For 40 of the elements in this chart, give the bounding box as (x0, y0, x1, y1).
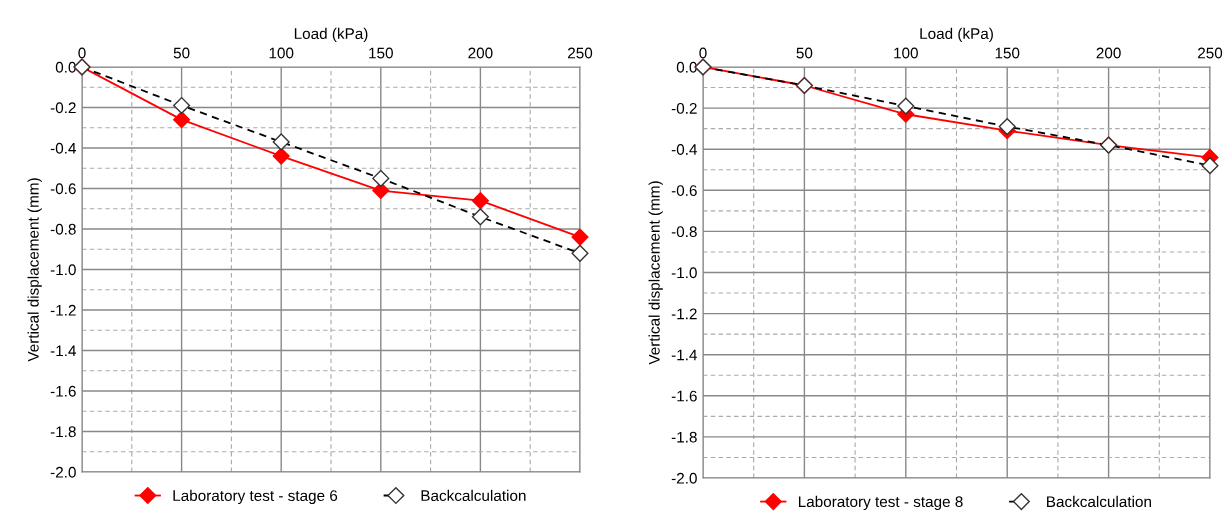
x-tick-label: 50 (796, 47, 813, 59)
y-tick-label: -0.6 (671, 185, 697, 196)
x-tick-label: 0 (78, 47, 86, 59)
y-tick-label: -0.2 (671, 102, 697, 114)
y-tick-label: -0.4 (50, 142, 76, 154)
y-tick-label: -2.0 (671, 472, 697, 484)
y-tick-label: -1.4 (671, 349, 697, 361)
y-axis-title: Vertical displacement (mm) (648, 181, 663, 365)
y-tick-label: -0.2 (50, 102, 76, 114)
x-tick-label: 100 (269, 47, 294, 59)
y-tick-label: -1.8 (671, 431, 697, 443)
x-tick-label: 200 (1096, 47, 1121, 59)
legend-label: Laboratory test - stage 6 (173, 489, 338, 505)
y-tick-label: -2.0 (50, 466, 76, 478)
x-tick-label: 100 (894, 47, 918, 59)
y-tick-label: -1.4 (50, 345, 76, 357)
legend-label: Laboratory test - stage 8 (798, 495, 963, 511)
y-tick-label: -1.0 (50, 264, 76, 276)
x-tick-label: 200 (468, 47, 493, 59)
y-tick-label: -1.2 (50, 304, 76, 316)
legend-label: Backcalculation (1047, 495, 1151, 508)
y-tick-label: -1.8 (50, 426, 76, 438)
x-tick-label: 0 (699, 47, 707, 59)
y-axis-title: Vertical displacement (mm) (27, 178, 42, 362)
y-tick-label: -1.2 (671, 308, 697, 320)
y-tick-label: -1.6 (671, 390, 697, 402)
y-tick-label: -1.6 (50, 385, 76, 397)
x-tick-label: 250 (568, 47, 593, 59)
x-tick-label: 50 (173, 47, 190, 59)
y-tick-label: -0.4 (671, 144, 697, 155)
x-axis-title: Load (kPa) (920, 27, 993, 43)
y-tick-label: -0.6 (50, 183, 76, 195)
x-tick-label: 250 (1198, 47, 1223, 59)
x-tick-label: 150 (995, 47, 1020, 59)
x-tick-label: 150 (369, 47, 393, 59)
y-tick-label: -0.8 (671, 226, 697, 238)
y-tick-label: -1.0 (671, 267, 697, 279)
x-axis-title: Load (kPa) (294, 27, 368, 43)
legend-label: Backcalculation (421, 489, 526, 502)
y-tick-label: -0.8 (50, 223, 76, 235)
